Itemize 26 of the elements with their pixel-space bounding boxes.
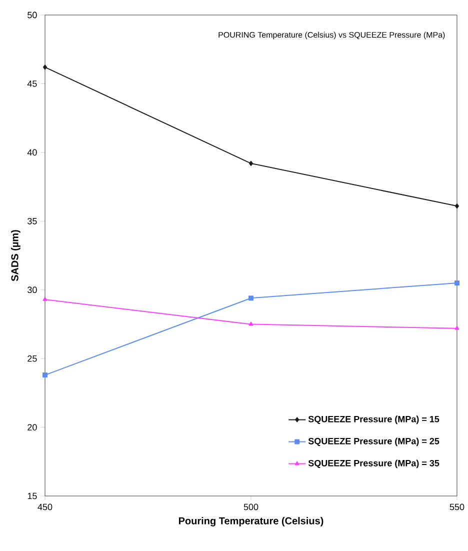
- point: [248, 322, 254, 326]
- y-tick-label: 15: [28, 492, 37, 500]
- point: [42, 296, 48, 301]
- legend-label: SQUEEZE Pressure (MPa) = 25: [308, 438, 440, 446]
- x-tick-label: 450: [38, 504, 52, 510]
- point: [248, 296, 254, 301]
- legend-label: SQUEEZE Pressure (MPa) = 15: [308, 416, 440, 424]
- point: [454, 280, 460, 286]
- y-axis-title: SADS (µm): [10, 230, 20, 282]
- x-tick-label: 500: [244, 504, 258, 510]
- y-tick-label: 25: [28, 355, 37, 362]
- text: POURING Temperature (Celsius) vs SQUEEZE Pressure (MPa): [218, 32, 445, 40]
- y-tick-label: 45: [27, 80, 37, 87]
- point: [454, 326, 460, 330]
- y-tick-label: 35: [28, 218, 37, 224]
- y-tick-label: 20: [28, 424, 37, 430]
- x-tick-label: 550: [450, 504, 464, 510]
- y-tick-label: 40: [27, 149, 37, 156]
- legend-label: SQUEEZE Pressure (MPa) = 35: [308, 460, 440, 468]
- point: [42, 372, 48, 378]
- x-axis-title: Pouring Temperature (Celsius): [178, 517, 324, 526]
- point: [42, 64, 47, 70]
- point: [454, 204, 459, 209]
- y-tick-label: 50: [28, 12, 37, 18]
- y-tick-label: 30: [28, 286, 37, 294]
- point: [248, 160, 253, 166]
